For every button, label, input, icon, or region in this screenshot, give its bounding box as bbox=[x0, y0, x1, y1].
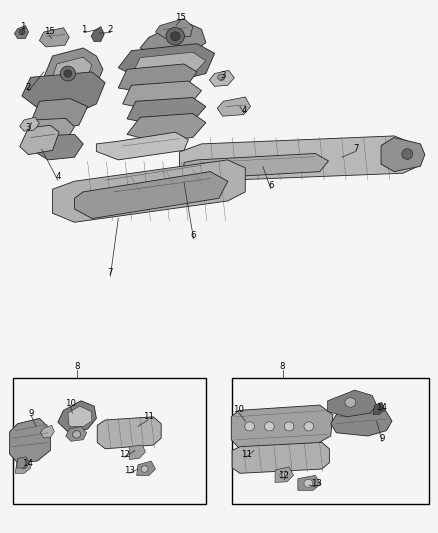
Text: 6: 6 bbox=[191, 231, 196, 240]
Polygon shape bbox=[184, 154, 328, 179]
Polygon shape bbox=[58, 401, 96, 432]
Polygon shape bbox=[31, 99, 88, 129]
Ellipse shape bbox=[166, 27, 184, 45]
Text: 11: 11 bbox=[240, 450, 252, 458]
Ellipse shape bbox=[304, 422, 314, 431]
Ellipse shape bbox=[304, 480, 313, 487]
Text: 7: 7 bbox=[353, 144, 358, 152]
Polygon shape bbox=[328, 390, 377, 417]
Polygon shape bbox=[20, 117, 39, 131]
Polygon shape bbox=[381, 138, 425, 172]
Text: 13: 13 bbox=[311, 480, 322, 488]
Polygon shape bbox=[91, 27, 104, 42]
Polygon shape bbox=[39, 28, 69, 47]
Text: 10: 10 bbox=[233, 405, 244, 414]
Text: 13: 13 bbox=[124, 466, 135, 474]
Text: 14: 14 bbox=[21, 459, 33, 468]
Ellipse shape bbox=[60, 66, 76, 81]
Polygon shape bbox=[127, 114, 206, 141]
Polygon shape bbox=[15, 461, 31, 473]
Text: 9: 9 bbox=[379, 434, 385, 442]
Text: 1: 1 bbox=[81, 25, 87, 34]
Text: 4: 4 bbox=[55, 173, 60, 181]
Polygon shape bbox=[118, 64, 197, 93]
Polygon shape bbox=[74, 172, 228, 219]
Polygon shape bbox=[68, 406, 92, 426]
Text: 8: 8 bbox=[280, 362, 285, 371]
Polygon shape bbox=[232, 442, 329, 473]
Text: 7: 7 bbox=[108, 269, 113, 277]
Polygon shape bbox=[35, 134, 83, 160]
Text: 3: 3 bbox=[26, 124, 31, 132]
Polygon shape bbox=[217, 97, 251, 116]
Text: 10: 10 bbox=[65, 399, 77, 408]
Polygon shape bbox=[17, 457, 28, 468]
Ellipse shape bbox=[402, 149, 413, 159]
Ellipse shape bbox=[73, 431, 81, 438]
FancyBboxPatch shape bbox=[232, 378, 429, 504]
Polygon shape bbox=[275, 467, 293, 482]
Polygon shape bbox=[66, 426, 87, 441]
Polygon shape bbox=[137, 461, 155, 475]
Ellipse shape bbox=[218, 74, 225, 80]
Polygon shape bbox=[298, 475, 321, 490]
Polygon shape bbox=[40, 425, 54, 438]
Polygon shape bbox=[53, 160, 245, 222]
Text: 6: 6 bbox=[268, 181, 273, 190]
Text: 3: 3 bbox=[221, 71, 226, 80]
Text: 14: 14 bbox=[376, 403, 388, 412]
Polygon shape bbox=[26, 118, 74, 144]
Text: 15: 15 bbox=[43, 28, 55, 36]
Polygon shape bbox=[96, 132, 188, 160]
Ellipse shape bbox=[345, 398, 356, 407]
Ellipse shape bbox=[265, 422, 274, 431]
Text: 11: 11 bbox=[142, 413, 154, 421]
Ellipse shape bbox=[170, 31, 180, 41]
Text: 15: 15 bbox=[175, 13, 186, 21]
Polygon shape bbox=[97, 417, 161, 449]
Ellipse shape bbox=[245, 422, 254, 431]
Text: 12: 12 bbox=[278, 471, 290, 480]
Polygon shape bbox=[22, 72, 105, 112]
Polygon shape bbox=[231, 405, 333, 448]
Polygon shape bbox=[118, 44, 215, 81]
Polygon shape bbox=[20, 125, 59, 155]
Text: 2: 2 bbox=[26, 84, 31, 92]
Ellipse shape bbox=[19, 29, 25, 35]
Polygon shape bbox=[209, 70, 234, 86]
Text: 1: 1 bbox=[20, 22, 25, 31]
Text: 2: 2 bbox=[108, 25, 113, 34]
Text: 12: 12 bbox=[119, 450, 131, 458]
Polygon shape bbox=[44, 48, 103, 93]
Polygon shape bbox=[127, 98, 206, 125]
Polygon shape bbox=[180, 136, 420, 181]
Text: 4: 4 bbox=[242, 106, 247, 115]
Polygon shape bbox=[10, 418, 50, 463]
Text: 9: 9 bbox=[29, 409, 34, 417]
Ellipse shape bbox=[284, 422, 294, 431]
Polygon shape bbox=[53, 57, 92, 82]
Polygon shape bbox=[14, 26, 28, 38]
Ellipse shape bbox=[280, 472, 288, 479]
Polygon shape bbox=[373, 402, 385, 415]
Ellipse shape bbox=[64, 70, 72, 77]
Polygon shape bbox=[155, 19, 193, 38]
Polygon shape bbox=[123, 81, 201, 110]
Ellipse shape bbox=[141, 466, 148, 472]
FancyBboxPatch shape bbox=[13, 378, 206, 504]
Polygon shape bbox=[131, 52, 206, 80]
Polygon shape bbox=[331, 405, 392, 436]
Polygon shape bbox=[129, 445, 145, 459]
Polygon shape bbox=[140, 21, 206, 57]
Text: 8: 8 bbox=[74, 362, 79, 371]
